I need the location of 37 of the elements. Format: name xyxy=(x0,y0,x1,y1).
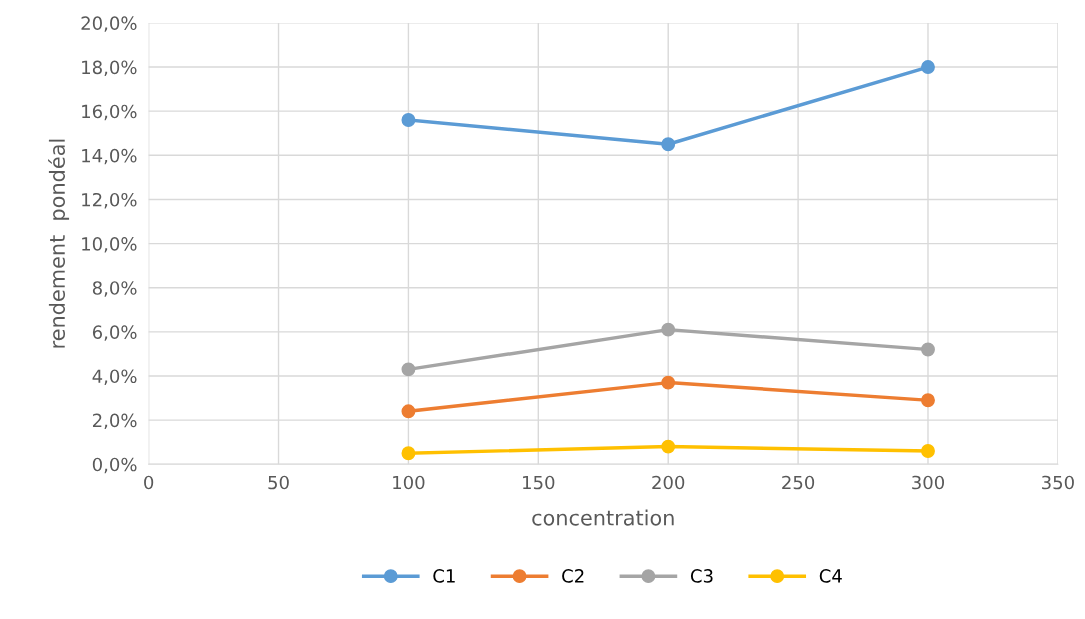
y-tick-label: 8,0% xyxy=(92,281,137,297)
x-axis-title: concentration xyxy=(532,509,674,526)
point xyxy=(401,446,416,461)
legend-label: C1 xyxy=(433,569,455,583)
y-tick-label: 12,0% xyxy=(82,192,137,209)
y-axis-title: rendement pondéal xyxy=(48,139,70,348)
point xyxy=(661,322,676,337)
x-tick-label: 150 xyxy=(523,475,555,490)
y-tick-label: 10,0% xyxy=(82,237,137,253)
point xyxy=(921,444,935,458)
y-tick-label: 18,0% xyxy=(82,60,137,76)
x-tick-label: 100 xyxy=(393,475,425,490)
x-tick-label: 0 xyxy=(144,475,154,490)
point xyxy=(401,113,416,127)
point xyxy=(401,362,416,377)
x-tick-label: 50 xyxy=(268,475,289,490)
legend-label: C2 xyxy=(562,569,584,583)
y-tick-label: 16,0% xyxy=(82,104,137,121)
y-tick-label: 6,0% xyxy=(92,325,137,341)
point xyxy=(921,60,935,74)
x-tick-label: 200 xyxy=(652,475,685,490)
point xyxy=(661,439,676,454)
y-tick-label: 14,0% xyxy=(82,148,137,165)
x-tick-label: 300 xyxy=(912,475,945,490)
point xyxy=(661,375,676,390)
y-tick-label: 20,0% xyxy=(81,16,137,32)
point xyxy=(661,137,676,152)
legend-label: C4 xyxy=(819,569,842,583)
y-tick-label: 2,0% xyxy=(92,413,137,430)
point xyxy=(401,404,416,419)
point xyxy=(921,393,935,408)
x-tick-label: 350 xyxy=(1042,475,1074,490)
legend-label: C3 xyxy=(690,569,713,583)
y-tick-label: 0,0% xyxy=(92,457,137,474)
y-tick-label: 4,0% xyxy=(92,369,137,385)
x-tick-label: 250 xyxy=(782,475,815,490)
point xyxy=(921,342,935,357)
